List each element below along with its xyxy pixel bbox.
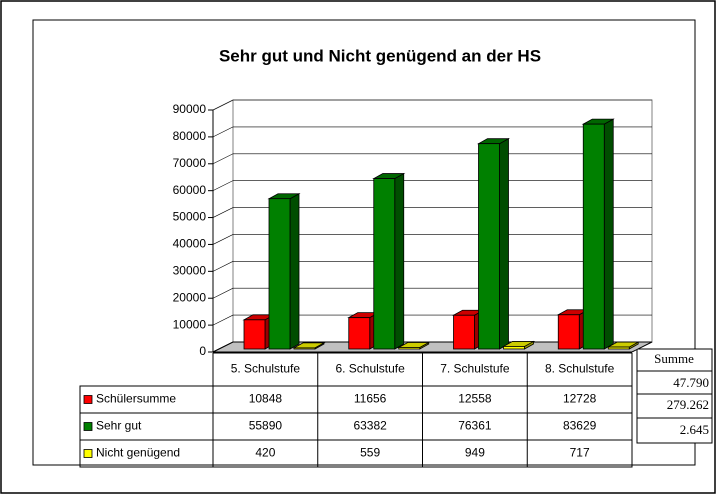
side-table-value: 47.790 bbox=[673, 375, 709, 390]
y-tick-label: 50000 bbox=[173, 210, 207, 224]
bar bbox=[293, 347, 316, 350]
y-tick-label: 60000 bbox=[173, 183, 207, 197]
bar bbox=[503, 346, 525, 350]
bar bbox=[582, 123, 605, 350]
legend-key bbox=[83, 449, 93, 458]
y-tick-label: 20000 bbox=[173, 290, 207, 304]
chart-title: Sehr gut und Nicht genügend an der HS bbox=[219, 46, 541, 65]
bar bbox=[557, 314, 580, 350]
bar bbox=[348, 317, 371, 350]
bar-side bbox=[289, 193, 300, 350]
bar bbox=[607, 346, 630, 350]
table-value: 559 bbox=[360, 446, 380, 460]
bar bbox=[453, 314, 475, 350]
table-value: 11656 bbox=[354, 392, 387, 406]
x-tick-label: 7. Schulstufe bbox=[440, 362, 510, 376]
bar bbox=[398, 347, 421, 350]
table-value: 63382 bbox=[353, 419, 387, 433]
y-tick-label: 10000 bbox=[173, 317, 207, 331]
side-wall bbox=[212, 99, 234, 353]
y-tick-label: 0 bbox=[199, 344, 206, 358]
bar bbox=[478, 143, 500, 350]
grid-line bbox=[212, 180, 652, 191]
grid-line bbox=[212, 287, 652, 299]
table-value: 83629 bbox=[563, 419, 597, 433]
grid-line bbox=[212, 126, 652, 138]
y-tick-label: 70000 bbox=[173, 156, 207, 170]
bar bbox=[243, 319, 266, 350]
x-tick-label: 6. Schulstufe bbox=[335, 362, 405, 376]
table-value: 420 bbox=[255, 446, 275, 460]
y-tick-label: 90000 bbox=[173, 102, 207, 116]
bar bbox=[373, 178, 396, 350]
x-tick-label: 8. Schulstufe bbox=[545, 362, 615, 376]
side-table-value: 2.645 bbox=[680, 422, 709, 437]
table-value: 717 bbox=[570, 446, 590, 460]
legend-key bbox=[83, 395, 93, 404]
table-value: 12558 bbox=[458, 392, 492, 406]
bar-side bbox=[394, 172, 405, 350]
y-tick-label: 80000 bbox=[173, 129, 207, 143]
side-table-header: Summe bbox=[654, 351, 694, 366]
side-table-cell bbox=[636, 417, 713, 444]
side-table-value: 279.262 bbox=[667, 397, 709, 412]
grid-line bbox=[212, 261, 652, 272]
table-value: 10848 bbox=[249, 392, 283, 406]
grid-line bbox=[212, 153, 652, 165]
grid-line bbox=[212, 99, 652, 111]
legend-label: Sehr gut bbox=[96, 419, 142, 433]
side-table-cell bbox=[636, 393, 713, 419]
table-value: 76361 bbox=[458, 419, 492, 433]
side-table: Summe 47.790 279.262 2.645 bbox=[636, 348, 713, 444]
y-tick-label: 40000 bbox=[173, 237, 207, 251]
table-value: 12728 bbox=[563, 392, 597, 406]
x-tick-label: 5. Schulstufe bbox=[231, 362, 301, 376]
bar-side bbox=[603, 118, 614, 350]
bar bbox=[268, 198, 291, 350]
bar-side bbox=[499, 137, 509, 350]
legend-label: Schülersumme bbox=[96, 392, 176, 406]
grid-line bbox=[212, 207, 652, 218]
legend-label: Nicht genügend bbox=[96, 446, 180, 460]
table-value: 55890 bbox=[249, 419, 283, 433]
y-tick-label: 30000 bbox=[173, 264, 207, 278]
grid-line bbox=[212, 314, 652, 326]
grid-line bbox=[212, 234, 652, 245]
legend-key bbox=[83, 422, 93, 431]
table-value: 949 bbox=[465, 446, 485, 460]
